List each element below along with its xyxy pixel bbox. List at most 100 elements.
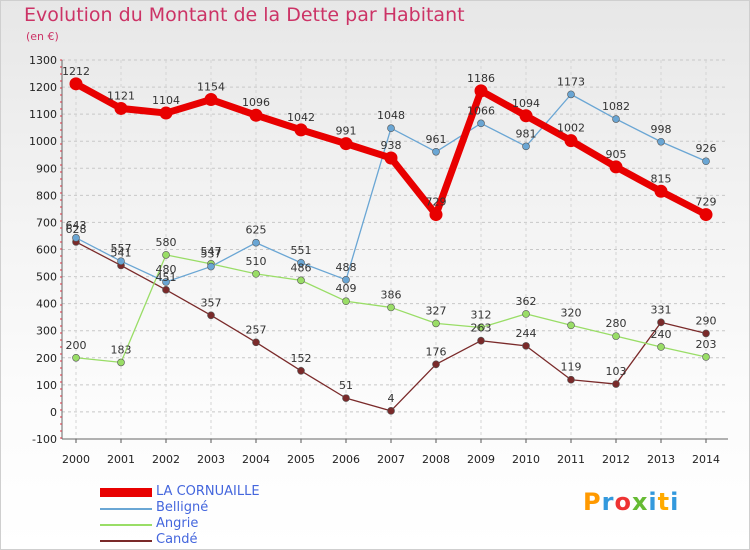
logo-letter: x [631,488,649,516]
data-label: 103 [606,365,627,378]
data-point [342,394,350,402]
legend-swatch [100,488,152,497]
data-label: 557 [111,242,132,255]
x-tick-label: 2003 [197,453,225,466]
data-point [699,208,713,222]
data-label: 729 [426,196,447,209]
y-tick-label: 1300 [29,54,57,67]
data-point [297,258,305,267]
logo-letter: t [657,488,671,516]
data-point [477,323,485,332]
y-tick-label: 1100 [29,108,57,121]
data-label: 541 [111,246,132,259]
data-point [297,366,305,375]
data-point [522,142,530,151]
data-point [294,123,308,137]
data-label: 1173 [557,75,585,88]
data-point [567,90,575,99]
legend-swatch [100,540,152,542]
data-point [387,407,395,415]
data-label: 1094 [512,97,540,110]
data-point [657,137,665,146]
data-label: 1104 [152,94,180,107]
data-label: 729 [696,196,717,209]
data-label: 200 [66,339,87,352]
data-point [207,311,215,320]
data-point [387,124,395,133]
data-point [612,332,620,340]
data-point [432,319,440,328]
data-point [252,338,260,347]
data-label: 961 [426,133,447,146]
legend-item: Angrie [100,516,400,532]
logo-letter: o [614,488,632,516]
data-point [117,257,125,265]
y-tick-label: 700 [36,216,57,229]
data-point [387,303,395,312]
data-label: 203 [696,338,717,351]
data-label: 625 [246,224,267,237]
data-label: 580 [156,236,177,249]
data-label: 815 [651,172,672,185]
data-point [564,134,578,148]
logo-letter: r [601,488,615,516]
y-tick-label: 1000 [29,135,57,148]
data-point [702,157,710,166]
data-label: 244 [516,327,537,340]
data-point [702,353,710,361]
data-point [249,108,263,122]
data-point [477,119,485,128]
data-point [207,262,215,271]
x-tick-label: 2009 [467,453,495,466]
data-point [339,137,353,151]
legend-swatch [100,524,152,526]
data-label: 240 [651,328,672,341]
data-label: 643 [66,219,87,232]
data-point [654,184,668,198]
data-label: 280 [606,317,627,330]
data-label: 981 [516,127,537,140]
data-point [162,251,170,259]
x-tick-label: 2013 [647,453,675,466]
legend-label: Candé [156,532,198,547]
data-point [432,147,440,156]
data-label: 551 [291,244,312,257]
y-tick-label: -100 [32,433,57,446]
data-point [69,77,83,91]
data-label: 1154 [197,81,225,94]
data-label: 1096 [242,96,270,109]
x-tick-label: 2007 [377,453,405,466]
x-tick-label: 2014 [692,453,720,466]
data-point [657,343,665,351]
data-label: 362 [516,295,537,308]
data-point [567,321,575,330]
chart-subtitle: (en €) [26,30,59,43]
data-label: 357 [201,296,222,309]
data-point [522,310,530,318]
data-point [72,353,80,362]
legend-item: Belligné [100,500,400,516]
logo-letter: i [670,488,680,516]
y-tick-label: 1200 [29,81,57,94]
legend-label: Angrie [156,516,199,531]
x-tick-label: 2008 [422,453,450,466]
data-label: 327 [426,304,447,317]
y-tick-label: 800 [36,189,57,202]
data-label: 488 [336,261,357,274]
data-point [117,358,125,367]
data-label: 510 [246,255,267,268]
data-label: 51 [339,379,353,392]
data-label: 486 [291,261,312,274]
x-tick-label: 2010 [512,453,540,466]
data-label: 257 [246,323,267,336]
data-point [384,151,398,165]
legend-item: Candé [100,532,400,548]
data-point [162,286,170,294]
data-label: 320 [561,306,582,319]
data-point [474,84,488,98]
proxiti-logo: Proxiti [583,488,679,516]
logo-letter: P [583,488,602,516]
y-tick-label: 300 [36,325,57,338]
data-label: 312 [471,308,492,321]
